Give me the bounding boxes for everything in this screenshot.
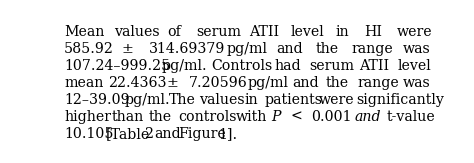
Text: the: the xyxy=(149,110,172,124)
Text: was: was xyxy=(402,76,430,90)
Text: pg/ml.: pg/ml. xyxy=(124,93,170,107)
Text: in: in xyxy=(336,25,349,39)
Text: with: with xyxy=(235,110,267,124)
Text: 314.69379: 314.69379 xyxy=(149,42,225,56)
Text: pg/ml: pg/ml xyxy=(247,76,288,90)
Text: higher: higher xyxy=(64,110,111,124)
Text: 2: 2 xyxy=(144,127,153,141)
Text: than: than xyxy=(112,110,145,124)
Text: level: level xyxy=(398,59,432,73)
Text: and: and xyxy=(292,76,319,90)
Text: serum: serum xyxy=(310,59,355,73)
Text: mean: mean xyxy=(64,76,103,90)
Text: and: and xyxy=(154,127,181,141)
Text: in: in xyxy=(245,93,258,107)
Text: values: values xyxy=(114,25,159,39)
Text: ±: ± xyxy=(121,42,133,56)
Text: 7.20596: 7.20596 xyxy=(189,76,247,90)
Text: serum: serum xyxy=(196,25,241,39)
Text: range: range xyxy=(357,76,399,90)
Text: 1].: 1]. xyxy=(219,127,238,141)
Text: ATII: ATII xyxy=(360,59,390,73)
Text: significantly: significantly xyxy=(356,93,444,107)
Text: pg/ml.: pg/ml. xyxy=(161,59,207,73)
Text: ±: ± xyxy=(166,76,178,90)
Text: The: The xyxy=(169,93,196,107)
Text: and: and xyxy=(354,110,381,124)
Text: 10.105: 10.105 xyxy=(64,127,114,141)
Text: Mean: Mean xyxy=(64,25,104,39)
Text: HI: HI xyxy=(364,25,382,39)
Text: Figure: Figure xyxy=(178,127,226,141)
Text: values: values xyxy=(200,93,245,107)
Text: the: the xyxy=(326,76,349,90)
Text: ATII: ATII xyxy=(249,25,280,39)
Text: [Table: [Table xyxy=(106,127,150,141)
Text: level: level xyxy=(291,25,325,39)
Text: 12–39.09: 12–39.09 xyxy=(64,93,130,107)
Text: were: were xyxy=(319,93,355,107)
Text: patients: patients xyxy=(264,93,322,107)
Text: pg/ml: pg/ml xyxy=(226,42,267,56)
Text: were: were xyxy=(396,25,432,39)
Text: Controls: Controls xyxy=(212,59,273,73)
Text: t-value: t-value xyxy=(386,110,435,124)
Text: had: had xyxy=(274,59,301,73)
Text: controls: controls xyxy=(178,110,237,124)
Text: 585.92: 585.92 xyxy=(64,42,114,56)
Text: of: of xyxy=(167,25,181,39)
Text: 107.24–999.25: 107.24–999.25 xyxy=(64,59,170,73)
Text: P: P xyxy=(271,110,281,124)
Text: and: and xyxy=(276,42,303,56)
Text: <: < xyxy=(290,110,302,124)
Text: 0.001: 0.001 xyxy=(311,110,352,124)
Text: range: range xyxy=(352,42,393,56)
Text: 22.4363: 22.4363 xyxy=(108,76,166,90)
Text: was: was xyxy=(402,42,430,56)
Text: the: the xyxy=(316,42,338,56)
